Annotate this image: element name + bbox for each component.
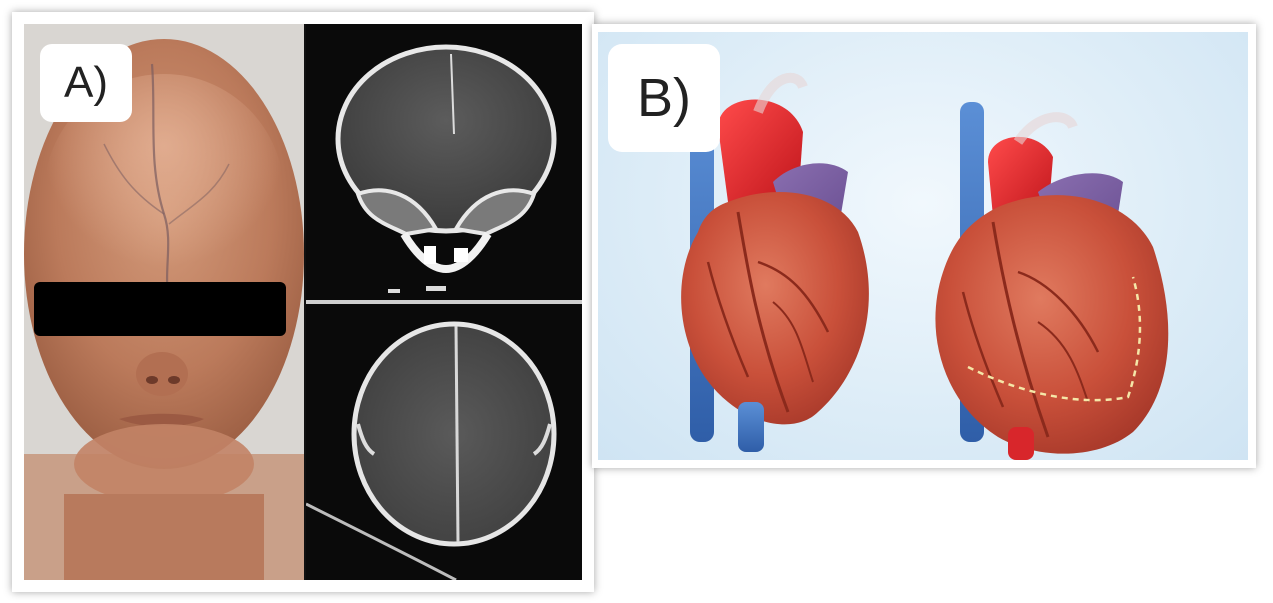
infant-face-photo xyxy=(24,24,304,580)
dashed-outline xyxy=(967,276,1142,402)
censor-bar xyxy=(34,282,286,336)
panel-b-label: B) xyxy=(608,44,720,152)
ct-scan-bottom xyxy=(306,304,582,580)
heart-illustrations xyxy=(681,72,1169,460)
panel-a: A) xyxy=(12,12,594,592)
ct-axial-scan-icon xyxy=(306,24,582,300)
ct-axial-scan-icon xyxy=(306,304,582,580)
ct-divider xyxy=(306,300,582,304)
panel-b-content: B) xyxy=(598,32,1248,460)
panel-a-content: A) xyxy=(24,24,582,580)
panel-a-label: A) xyxy=(40,44,132,122)
ct-scan-top xyxy=(306,24,582,300)
panel-b: B) xyxy=(592,24,1256,468)
heart-illustration-icon xyxy=(681,72,869,452)
heart-illustration-icon xyxy=(935,102,1169,460)
